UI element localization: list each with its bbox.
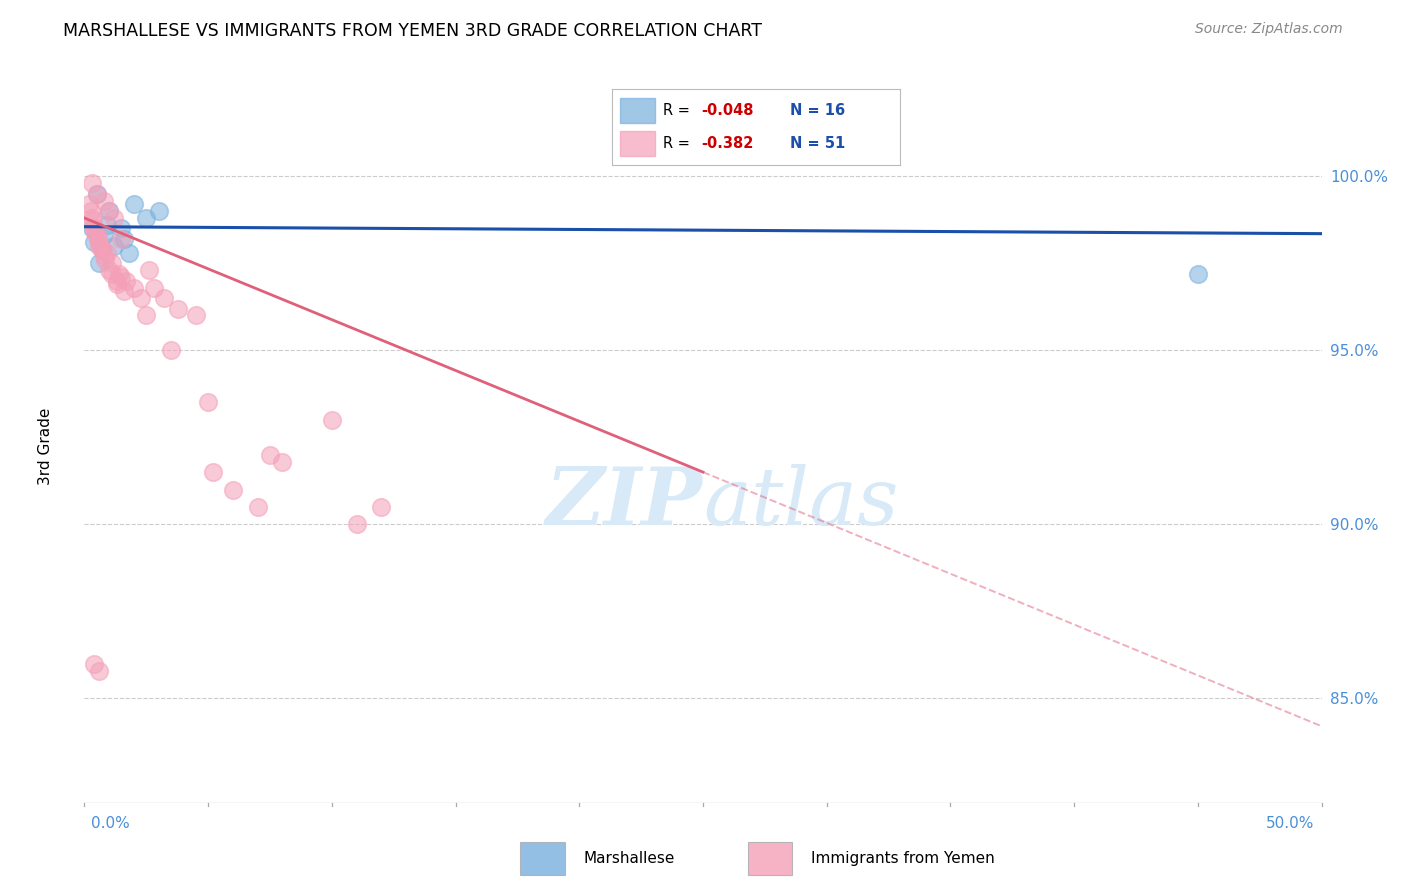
Point (83, 221, 105, 235)
Point (80, 221, 103, 235)
Point (118, 245, 141, 260)
Point (1187, 267, 1209, 281)
Point (90, 243, 112, 257)
Point (89, 239, 111, 253)
Point (98, 204, 121, 219)
Point (82, 214, 104, 228)
Point (83, 657, 105, 671)
Point (105, 277, 128, 292)
Point (90, 243, 112, 257)
Point (89, 235, 111, 250)
FancyBboxPatch shape (620, 131, 655, 156)
Point (98, 263, 121, 277)
Point (103, 211, 125, 225)
Point (142, 280, 165, 294)
Point (167, 301, 190, 316)
Point (96, 245, 118, 260)
Text: Immigrants from Yemen: Immigrants from Yemen (811, 851, 995, 866)
Point (160, 343, 183, 358)
Point (84, 225, 107, 239)
Point (87, 232, 110, 246)
Point (89, 664, 111, 678)
Point (86, 228, 108, 243)
Text: MARSHALLESE VS IMMIGRANTS FROM YEMEN 3RD GRADE CORRELATION CHART: MARSHALLESE VS IMMIGRANTS FROM YEMEN 3RD… (63, 22, 762, 40)
Point (79, 197, 101, 211)
Text: ZIP: ZIP (546, 465, 703, 541)
FancyBboxPatch shape (748, 842, 793, 874)
Text: N = 51: N = 51 (790, 136, 845, 152)
Point (259, 448, 281, 462)
Point (80, 176, 103, 190)
FancyBboxPatch shape (620, 97, 655, 122)
Text: R =: R = (664, 103, 695, 118)
Point (110, 221, 132, 235)
Point (222, 483, 245, 497)
Text: 0.0%: 0.0% (91, 816, 131, 831)
Point (103, 239, 125, 253)
Point (110, 270, 132, 285)
Point (346, 517, 368, 532)
Point (100, 256, 122, 270)
Point (135, 309, 157, 323)
Point (321, 413, 343, 427)
Text: 3rd Grade: 3rd Grade (38, 408, 53, 484)
Point (112, 232, 135, 246)
Point (83, 235, 105, 250)
Point (246, 500, 269, 514)
Point (370, 500, 392, 514)
Point (122, 280, 145, 294)
Point (129, 291, 152, 305)
Point (108, 267, 131, 281)
Point (79, 204, 101, 219)
Point (86, 186, 108, 201)
Text: Source: ZipAtlas.com: Source: ZipAtlas.com (1195, 22, 1343, 37)
Point (98, 204, 121, 219)
Point (110, 232, 132, 246)
Point (93, 249, 115, 263)
Point (83, 221, 105, 235)
Point (152, 291, 174, 305)
Text: atlas: atlas (703, 465, 898, 541)
Point (105, 274, 128, 288)
Point (271, 455, 294, 469)
Point (138, 263, 160, 277)
Point (90, 243, 112, 257)
Point (184, 309, 207, 323)
Point (94, 252, 117, 267)
Point (96, 218, 118, 232)
Text: -0.048: -0.048 (702, 103, 754, 118)
Point (112, 284, 135, 298)
Text: R =: R = (664, 136, 695, 152)
Text: 50.0%: 50.0% (1267, 816, 1315, 831)
FancyBboxPatch shape (520, 842, 565, 874)
Point (86, 186, 108, 201)
Text: -0.382: -0.382 (702, 136, 754, 152)
Point (197, 395, 219, 409)
Point (135, 211, 157, 225)
Point (122, 197, 145, 211)
Point (115, 274, 138, 288)
Text: N = 16: N = 16 (790, 103, 845, 118)
Point (80, 211, 103, 225)
Point (148, 204, 170, 219)
Text: Marshallese: Marshallese (583, 851, 675, 866)
Point (100, 267, 122, 281)
Point (89, 256, 111, 270)
Point (202, 465, 225, 479)
Point (93, 228, 115, 243)
Point (93, 194, 115, 208)
